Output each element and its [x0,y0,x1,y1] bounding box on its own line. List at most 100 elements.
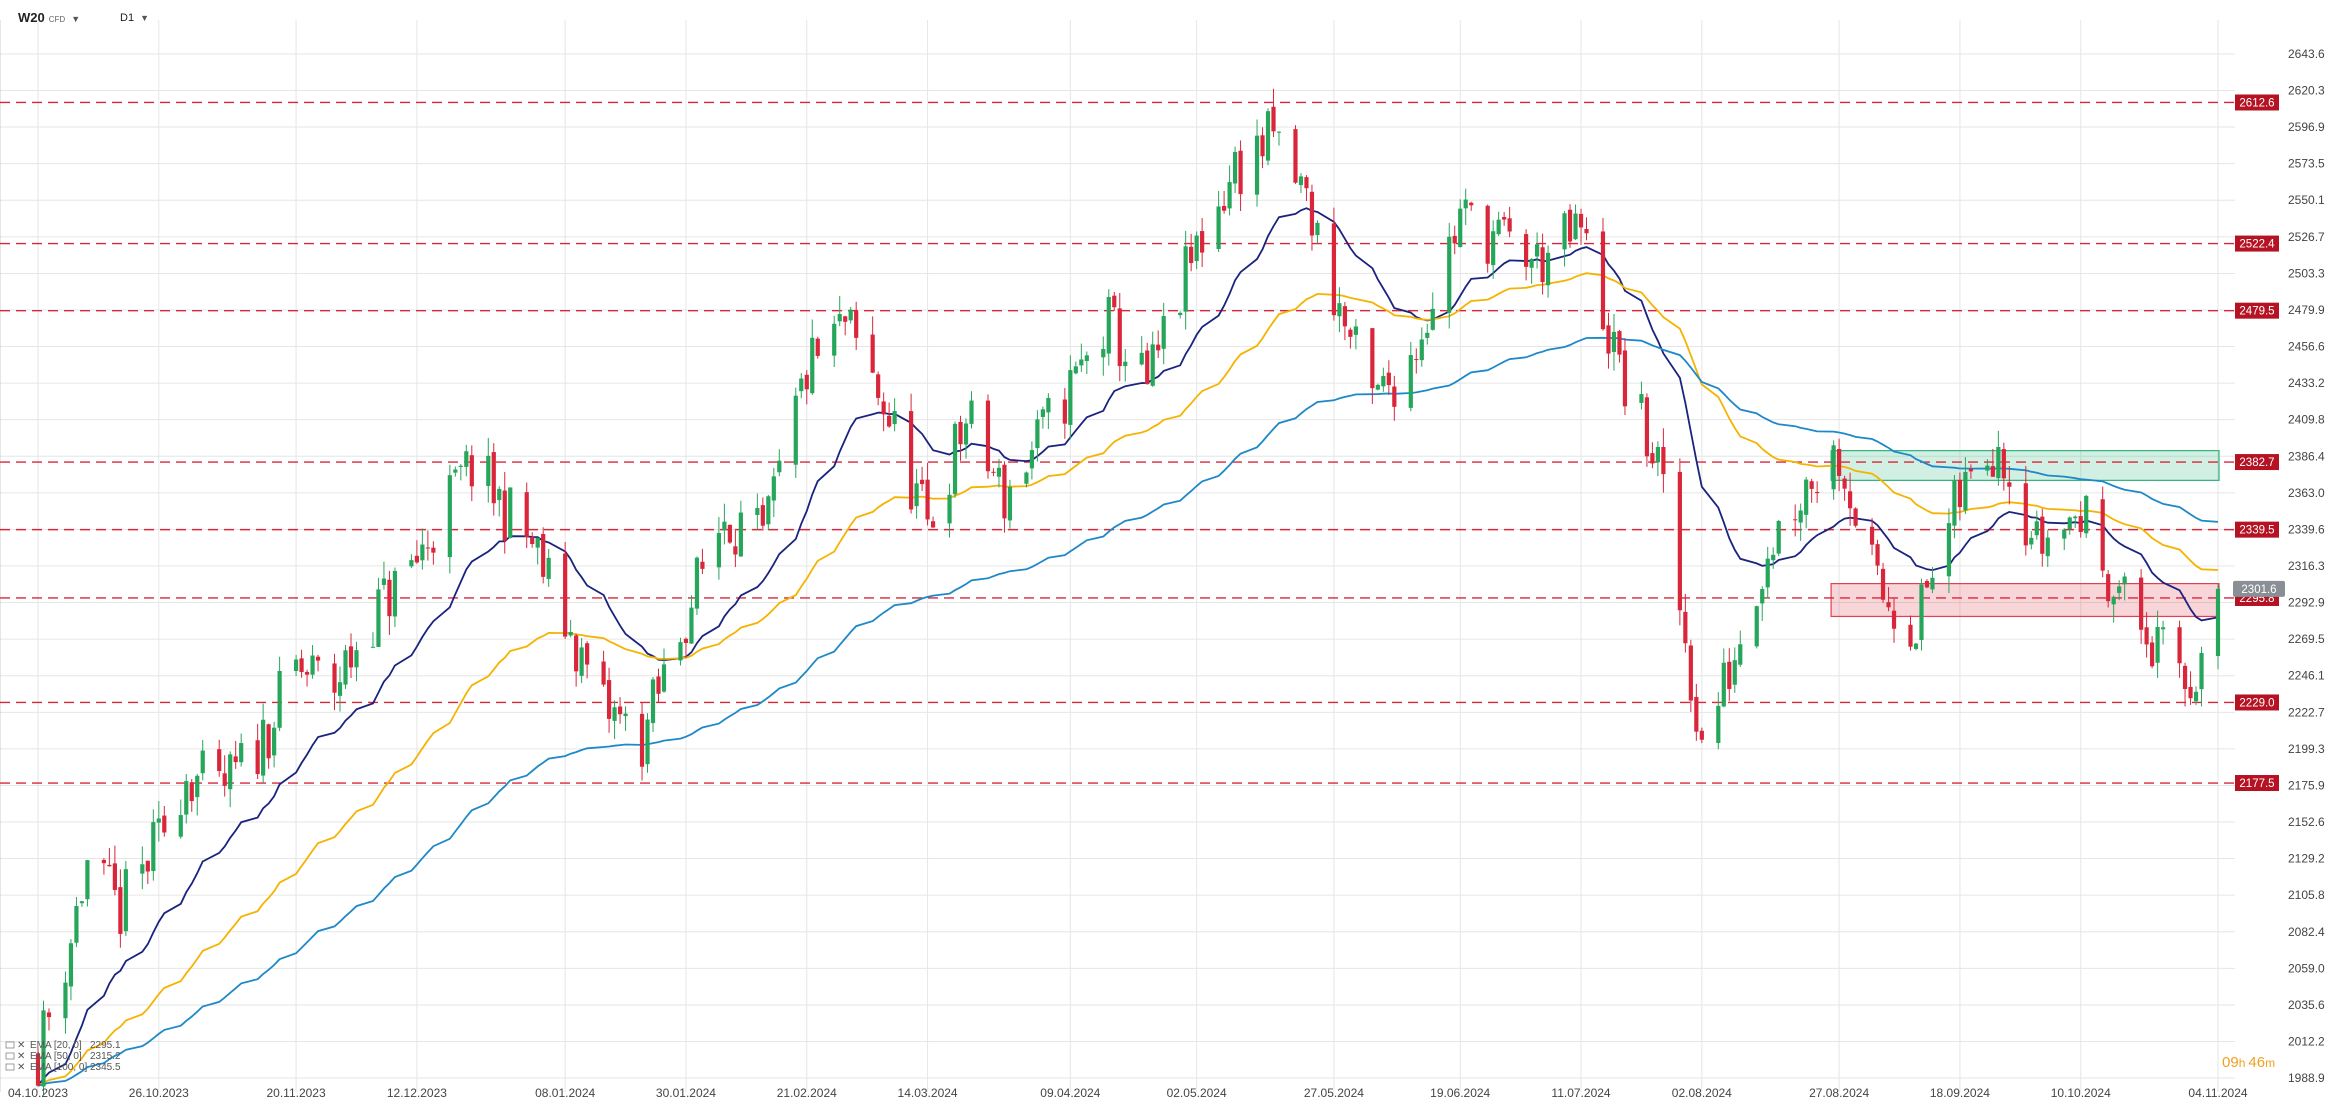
candle-up [2111,596,2116,605]
y-tick-label: 2199.3 [2288,742,2325,756]
y-tick-label: 2035.6 [2288,998,2325,1012]
candle-up [508,487,513,539]
candle-up [1178,312,1183,316]
candle-up [1776,520,1781,554]
level-tag [2235,454,2279,471]
interval-label: D1 [120,12,135,24]
candle-up [1447,236,1452,313]
candle-up [1123,361,1128,367]
candle-up [1534,244,1540,257]
candle-up [914,483,919,507]
candle-up [464,451,469,467]
candle-down [1469,202,1474,206]
grid [0,20,2235,1092]
candle-up [2067,517,2072,530]
candle-up [755,507,760,515]
candle-up [1771,554,1776,561]
candle-up [848,309,853,321]
candle-up [777,460,782,473]
candle-up [2073,516,2078,519]
candle-down [1886,602,1891,608]
candle-down [1485,205,1490,264]
candle-down [1650,453,1655,464]
ema-line [37,272,2219,1087]
candle-up [370,646,376,648]
candle-up [458,465,463,467]
candle-up [969,400,974,424]
candle-down [985,400,991,472]
candle-down [1578,213,1584,228]
candle-down [1062,399,1067,424]
candle-up [722,521,727,531]
candle-down [1271,106,1276,132]
x-tick-label: 14.03.2024 [898,1086,958,1100]
indicator-name: EMA [50, 0] [30,1051,82,1062]
x-axis: 04.10.2023 26.10.2023 20.11.2023 12.12.2023… [8,1086,2248,1100]
y-tick-label: 2479.9 [2288,303,2325,317]
candle-up [1765,558,1770,588]
candle-up [1491,231,1496,266]
y-tick-label: 2550.1 [2288,193,2325,207]
candle-down [189,782,194,802]
settings-icon [5,1063,15,1071]
x-tick-label: 30.01.2024 [656,1086,716,1100]
candle-down [469,455,474,487]
candle-down [1309,191,1315,236]
y-tick-label: 2082.4 [2288,925,2325,939]
candle-down [2188,686,2193,699]
candle-up [2045,537,2050,557]
settings-icon [5,1041,15,1049]
candle-down [2106,574,2111,602]
y-tick-label: 2175.9 [2288,779,2325,793]
candle-up [1007,486,1013,521]
candle-down [1452,235,1457,244]
indicator-value: 2345.5 [90,1062,121,1073]
candle-down [530,537,535,545]
candle-down [2023,483,2028,546]
candle-up [79,901,85,904]
candle-down [431,547,436,553]
indicator-value: 2295.1 [90,1040,121,1051]
x-tick-label: 11.07.2024 [1551,1086,1610,1100]
y-tick-label: 2152.6 [2288,815,2325,829]
candle-up [447,475,452,558]
y-tick-label: 2129.2 [2288,852,2325,866]
candle-up [771,476,776,501]
x-tick-label: 04.11.2024 [2188,1086,2247,1100]
candle-up [381,578,387,585]
candle-down [2177,627,2182,664]
candle-up [1952,480,1957,526]
candle-up [392,570,398,617]
candle-up [1798,510,1803,523]
current-price-tag [2233,580,2285,597]
candle-down [1342,306,1348,327]
candle-up [1073,366,1078,374]
candle-up [1194,235,1199,262]
candle-down [1304,177,1309,189]
candle-up [766,496,771,525]
candle-down [656,676,661,694]
candle-down [1617,331,1622,355]
chart-toolbar: W20 CFD ▼ D1 ▼ [0,0,2240,36]
candle-up [1831,445,1836,490]
candle-up [184,781,189,815]
candle-down [1238,150,1243,195]
candle-down [1842,478,1847,489]
candle-down [574,635,579,672]
candle-down [524,492,529,537]
interval-selector[interactable]: D1 ▼ [120,12,149,24]
candle-up [1545,252,1551,286]
close-icon: ✕ [17,1040,25,1051]
candle-up [2215,588,2221,657]
x-tick-label: 02.08.2024 [1672,1086,1732,1100]
level-tag [2235,775,2279,792]
candles [35,88,2221,1096]
candle-up [1298,176,1304,186]
candle-down [266,724,271,759]
candle-down [1644,397,1650,457]
y-tick-label: 2012.2 [2288,1035,2325,1049]
candle-up [1161,316,1166,349]
candle-down [35,1053,41,1086]
candle-up [837,314,842,322]
